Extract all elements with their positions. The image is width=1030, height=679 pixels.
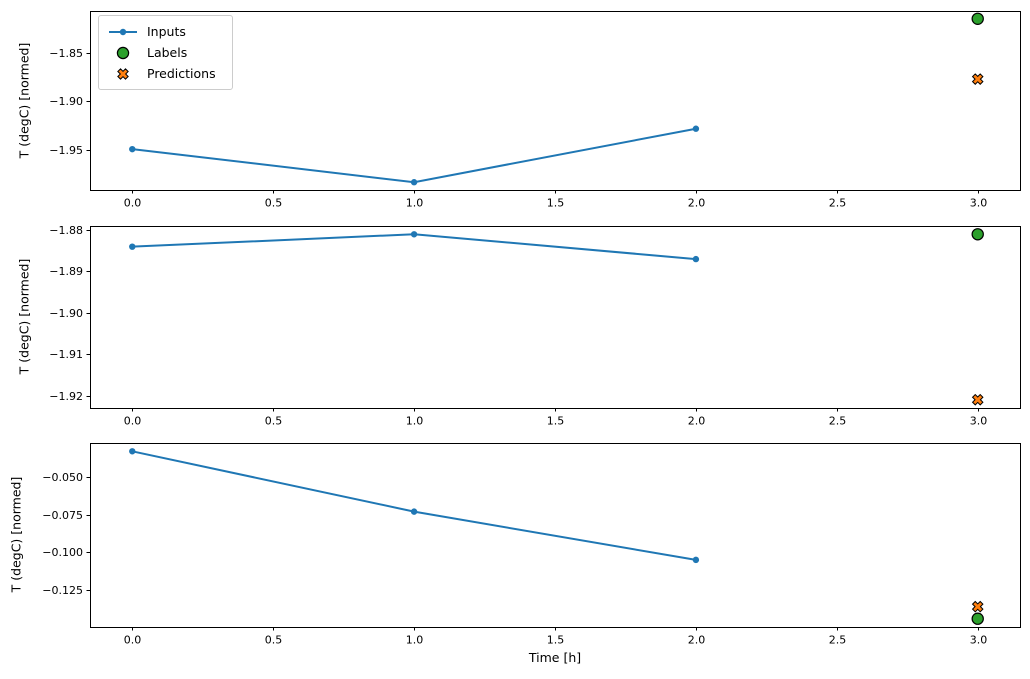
x-tick-label: 0.0	[124, 634, 142, 647]
predictions-marker	[971, 73, 984, 85]
inputs-line-icon	[106, 25, 140, 39]
x-tick-label: 2.5	[829, 197, 847, 210]
x-tick-label: 2.0	[688, 634, 706, 647]
y-tick-label: −1.88	[49, 224, 83, 237]
x-tick-label: 2.5	[829, 634, 847, 647]
x-tick-label: 2.5	[829, 415, 847, 428]
inputs-point	[692, 125, 700, 132]
legend-item-predictions: Predictions	[106, 63, 224, 84]
legend-item-inputs: Inputs	[106, 21, 224, 42]
inputs-point	[129, 243, 136, 250]
y-tick-label: −1.85	[49, 47, 83, 60]
x-tick-label: 1.5	[547, 415, 565, 428]
subplot-1: 0.0 0.5 1.0 1.5 2.0 2.5 3.0 −1.85 −1.90 −1.95	[49, 11, 1021, 210]
inputs-line	[132, 127, 697, 184]
x-tick-label: 0.5	[265, 415, 283, 428]
inputs-line	[132, 450, 697, 561]
x-tick-label: 0.0	[124, 415, 142, 428]
x-tick-label: 0.5	[265, 197, 283, 210]
x-tick-label: 2.0	[688, 197, 706, 210]
x-tick-label: 2.0	[688, 415, 706, 428]
legend-label-labels: Labels	[147, 45, 188, 60]
labels-marker	[971, 228, 984, 241]
subplot-3: 0.0 0.5 1.0 1.5 2.0 2.5 3.0 −0.050 −0.075 −0.100 −…	[42, 443, 1021, 647]
labels-marker	[971, 612, 984, 625]
inputs-line	[132, 233, 696, 261]
y-tick-label: −1.89	[49, 265, 83, 278]
y-tick-label: −0.100	[42, 546, 83, 559]
labels-marker	[971, 12, 984, 25]
y-tick-label: −1.92	[49, 390, 83, 403]
inputs-point	[692, 255, 700, 263]
axes-frame	[90, 226, 1021, 409]
x-tick-label: 1.0	[406, 634, 424, 647]
x-axis-label: Time [h]	[528, 650, 582, 665]
y-tick-label: −0.125	[42, 584, 83, 597]
inputs-point	[129, 448, 136, 455]
x-tick-label: 3.0	[970, 197, 988, 210]
y-tick-label: −0.050	[42, 471, 83, 484]
y-axis-label-subplot-2: T (degC) [normed]	[16, 258, 32, 375]
x-tick-label: 3.0	[970, 634, 988, 647]
x-tick-label: 0.5	[265, 634, 283, 647]
predictions-marker	[971, 600, 984, 613]
legend-label-inputs: Inputs	[147, 24, 186, 39]
y-tick-label: −1.90	[49, 307, 83, 320]
x-tick-label: 0.0	[124, 197, 142, 210]
inputs-point	[410, 179, 418, 186]
x-tick-label: 1.0	[406, 415, 424, 428]
y-axis-label-subplot-1: T (degC) [normed]	[16, 42, 32, 159]
y-axis-label-subplot-3: T (degC) [normed]	[8, 476, 24, 593]
y-tick-label: −1.90	[49, 95, 83, 108]
inputs-point	[410, 508, 418, 515]
inputs-point	[410, 231, 418, 238]
x-tick-label: 1.5	[547, 197, 565, 210]
labels-circle-icon	[106, 45, 140, 61]
inputs-point	[692, 556, 700, 564]
legend: Inputs Labels Predictions	[98, 15, 233, 90]
y-tick-label: −0.075	[42, 509, 83, 522]
legend-item-labels: Labels	[106, 42, 224, 63]
x-tick-label: 1.5	[547, 634, 565, 647]
y-tick-label: −1.95	[49, 144, 83, 157]
predictions-x-icon	[106, 66, 140, 82]
x-tick-label: 1.0	[406, 197, 424, 210]
legend-label-predictions: Predictions	[147, 66, 216, 81]
predictions-marker	[971, 393, 984, 406]
x-tick-label: 3.0	[970, 415, 988, 428]
y-tick-label: −1.91	[49, 348, 83, 361]
inputs-point	[129, 145, 136, 153]
subplot-2: 0.0 0.5 1.0 1.5 2.0 2.5 3.0 −1.88 −1.89 −1.90 −1.9…	[49, 224, 1021, 428]
